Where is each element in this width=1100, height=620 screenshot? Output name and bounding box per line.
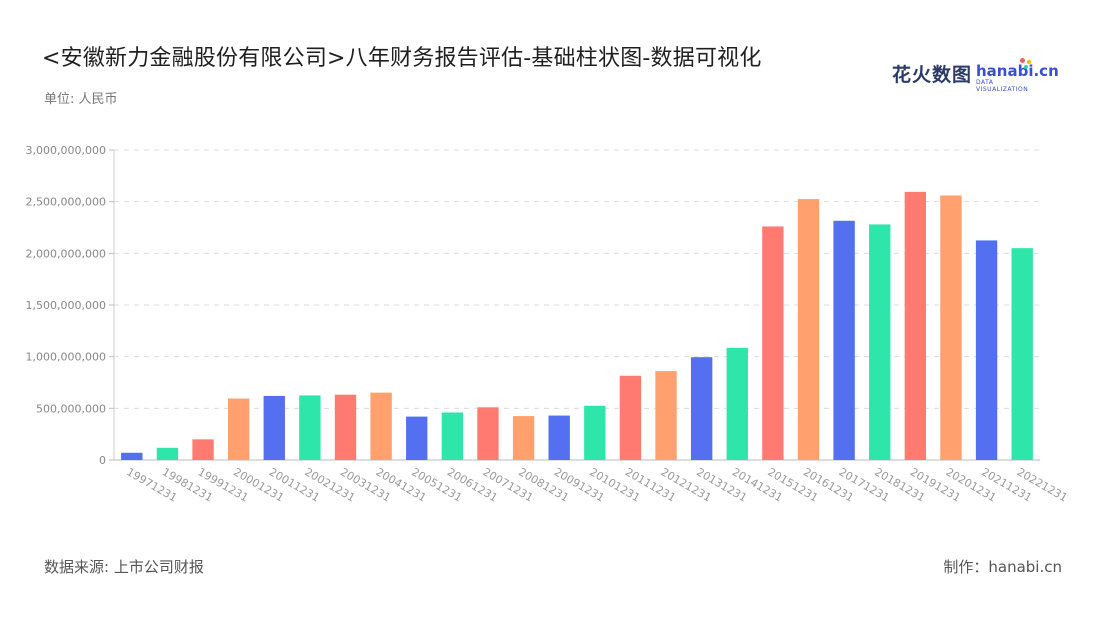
brand-dot: [1027, 60, 1031, 64]
brand-dot: [1020, 58, 1025, 63]
y-tick-label: 0: [99, 454, 106, 467]
bar: [975, 240, 998, 460]
bar: [227, 398, 250, 460]
y-tick-label: 3,000,000,000: [26, 144, 106, 157]
brand-logo-sub: DATA VISUALIZATION: [976, 79, 1029, 93]
maker-credit: 制作：hanabi.cn: [943, 558, 1062, 576]
bar: [299, 395, 321, 460]
y-tick-label: 2,000,000,000: [26, 247, 106, 260]
bar: [334, 394, 357, 460]
bar: [406, 416, 428, 460]
data-source-note: 数据来源: 上市公司财报: [44, 558, 204, 576]
bar: [940, 195, 962, 460]
bar: [512, 416, 535, 460]
unit-label: 单位: 人民币: [44, 92, 118, 107]
chart-title: <安徽新力金融股份有限公司>八年财务报告评估-基础柱状图-数据可视化: [42, 46, 762, 71]
bar: [263, 395, 285, 460]
bar: [121, 452, 143, 460]
bar: [192, 439, 214, 460]
bar: [156, 447, 179, 460]
bar: [797, 199, 820, 461]
bar: [690, 357, 713, 460]
y-tick-label: 1,000,000,000: [26, 351, 106, 364]
y-tick-label: 1,500,000,000: [26, 299, 106, 312]
y-tick-label: 2,500,000,000: [26, 196, 106, 209]
bar: [441, 412, 464, 460]
bar: [477, 407, 499, 460]
brand-logo-en: hanabi.cn: [976, 62, 1059, 80]
bar: [762, 226, 784, 460]
brand-logo: 花火数图 hanabi.cn DATA VISUALIZATION: [892, 58, 1059, 93]
bar: [370, 392, 392, 460]
brand-logo-cn: 花火数图: [892, 64, 973, 86]
bar: [655, 371, 677, 460]
bar: [869, 224, 891, 460]
bar: [584, 405, 606, 460]
brand-dot: [1024, 65, 1028, 69]
bar: [619, 375, 642, 460]
bar: [904, 191, 927, 460]
y-tick-label: 500,000,000: [36, 402, 106, 415]
bar: [548, 415, 570, 460]
bar: [833, 220, 855, 460]
bar: [1011, 248, 1033, 460]
bar: [726, 347, 748, 460]
